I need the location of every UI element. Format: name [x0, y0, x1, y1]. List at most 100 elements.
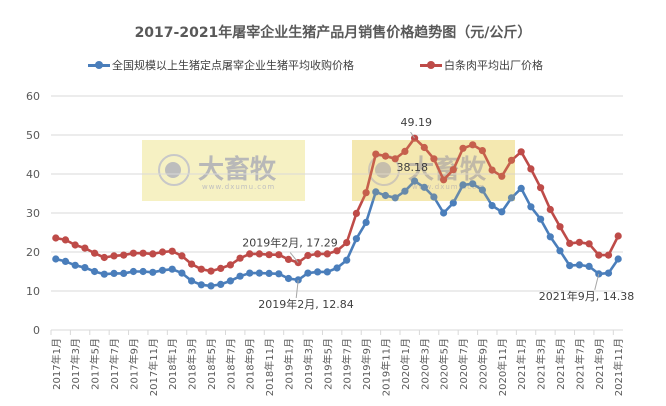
data-point-marker[interactable]	[236, 272, 244, 280]
data-point-marker[interactable]	[401, 147, 409, 155]
data-point-marker[interactable]	[197, 281, 205, 289]
data-point-marker[interactable]	[304, 269, 312, 277]
data-point-marker[interactable]	[449, 166, 457, 174]
data-point-marker[interactable]	[595, 251, 603, 259]
data-point-marker[interactable]	[197, 265, 205, 273]
data-point-marker[interactable]	[556, 223, 564, 231]
data-point-marker[interactable]	[100, 270, 108, 278]
data-point-marker[interactable]	[604, 251, 613, 259]
data-point-marker[interactable]	[391, 155, 399, 163]
data-point-marker[interactable]	[595, 270, 603, 278]
data-point-marker[interactable]	[255, 269, 263, 277]
data-point-marker[interactable]	[284, 255, 293, 263]
data-point-marker[interactable]	[81, 264, 89, 272]
data-point-marker[interactable]	[314, 250, 322, 258]
data-point-marker[interactable]	[61, 236, 70, 244]
data-point-marker[interactable]	[352, 235, 360, 243]
data-point-marker[interactable]	[207, 267, 215, 275]
data-point-marker[interactable]	[537, 184, 545, 192]
data-point-marker[interactable]	[343, 239, 351, 247]
data-point-marker[interactable]	[430, 193, 438, 201]
data-point-marker[interactable]	[255, 250, 263, 258]
data-point-marker[interactable]	[498, 208, 506, 216]
data-point-marker[interactable]	[546, 233, 554, 241]
data-point-marker[interactable]	[478, 186, 486, 194]
data-point-marker[interactable]	[168, 247, 176, 255]
data-point-marker[interactable]	[217, 264, 225, 272]
data-point-marker[interactable]	[149, 250, 157, 258]
data-point-marker[interactable]	[207, 282, 215, 290]
data-point-marker[interactable]	[566, 262, 574, 270]
data-point-marker[interactable]	[381, 152, 390, 160]
data-point-marker[interactable]	[120, 251, 128, 259]
data-point-marker[interactable]	[265, 251, 273, 259]
data-point-marker[interactable]	[527, 203, 535, 211]
data-point-marker[interactable]	[381, 191, 390, 200]
data-point-marker[interactable]	[314, 268, 322, 276]
data-point-marker[interactable]	[430, 155, 438, 163]
data-point-marker[interactable]	[149, 268, 157, 276]
data-point-marker[interactable]	[604, 269, 613, 277]
data-point-marker[interactable]	[333, 247, 341, 255]
data-point-marker[interactable]	[469, 141, 477, 149]
data-point-marker[interactable]	[372, 150, 380, 158]
data-point-marker[interactable]	[449, 199, 457, 207]
data-point-marker[interactable]	[139, 249, 147, 257]
data-point-marker[interactable]	[546, 205, 554, 214]
data-point-marker[interactable]	[507, 156, 516, 164]
data-point-marker[interactable]	[275, 251, 283, 259]
data-point-marker[interactable]	[304, 251, 312, 260]
data-point-marker[interactable]	[71, 241, 79, 249]
data-point-marker[interactable]	[585, 262, 593, 270]
data-point-marker[interactable]	[537, 215, 545, 223]
data-point-marker[interactable]	[372, 188, 380, 196]
data-point-marker[interactable]	[566, 239, 574, 247]
data-point-marker[interactable]	[265, 269, 273, 277]
data-point-marker[interactable]	[507, 194, 516, 202]
data-point-marker[interactable]	[411, 177, 419, 185]
data-point-marker[interactable]	[91, 267, 99, 276]
data-point-marker[interactable]	[556, 247, 564, 255]
data-point-marker[interactable]	[498, 172, 506, 180]
data-point-marker[interactable]	[343, 256, 351, 264]
data-point-marker[interactable]	[488, 202, 496, 210]
data-point-marker[interactable]	[226, 261, 234, 269]
data-point-marker[interactable]	[469, 180, 477, 188]
data-point-marker[interactable]	[401, 187, 409, 195]
data-point-marker[interactable]	[391, 194, 399, 202]
data-point-marker[interactable]	[226, 277, 234, 285]
data-point-marker[interactable]	[284, 274, 293, 283]
data-point-marker[interactable]	[188, 260, 196, 268]
data-point-marker[interactable]	[294, 276, 302, 284]
data-point-marker[interactable]	[246, 269, 254, 277]
data-point-marker[interactable]	[168, 265, 176, 273]
data-point-marker[interactable]	[110, 269, 118, 277]
data-point-marker[interactable]	[120, 269, 128, 277]
data-point-marker[interactable]	[139, 267, 147, 276]
data-point-marker[interactable]	[236, 254, 244, 262]
data-point-marker[interactable]	[517, 148, 525, 156]
data-point-marker[interactable]	[91, 249, 99, 257]
data-point-marker[interactable]	[575, 238, 584, 246]
data-point-marker[interactable]	[178, 252, 186, 260]
data-point-marker[interactable]	[178, 269, 186, 277]
data-point-marker[interactable]	[129, 249, 137, 257]
data-point-marker[interactable]	[575, 261, 584, 269]
data-point-marker[interactable]	[158, 266, 167, 274]
data-point-marker[interactable]	[362, 189, 370, 197]
data-point-marker[interactable]	[362, 218, 370, 226]
data-point-marker[interactable]	[440, 176, 448, 184]
data-point-marker[interactable]	[420, 183, 428, 191]
data-point-marker[interactable]	[459, 144, 467, 152]
data-point-marker[interactable]	[614, 232, 622, 240]
data-point-marker[interactable]	[71, 261, 79, 269]
data-point-marker[interactable]	[110, 252, 118, 260]
data-point-marker[interactable]	[100, 253, 108, 262]
data-point-marker[interactable]	[517, 184, 525, 192]
data-point-marker[interactable]	[440, 209, 448, 217]
data-point-marker[interactable]	[614, 255, 622, 263]
data-point-marker[interactable]	[217, 280, 225, 288]
data-point-marker[interactable]	[420, 143, 428, 152]
data-point-marker[interactable]	[527, 165, 535, 173]
data-point-marker[interactable]	[246, 250, 254, 258]
